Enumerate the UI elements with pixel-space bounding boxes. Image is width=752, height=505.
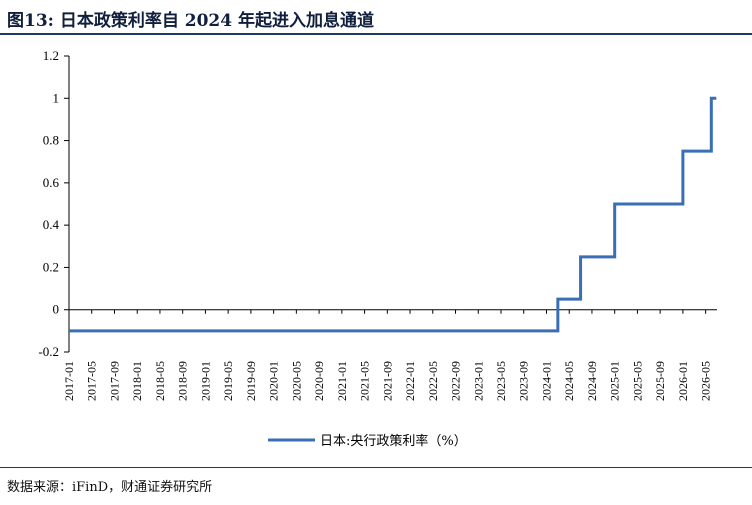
x-tick-label: 2023-01 [471, 361, 485, 401]
x-tick-label: 2023-05 [494, 361, 508, 401]
x-tick-label: 2024-09 [585, 361, 599, 401]
y-tick-label: 0.8 [43, 133, 59, 148]
x-tick-label: 2019-01 [198, 361, 212, 401]
x-tick-label: 2018-05 [153, 361, 167, 401]
x-tick-label: 2024-05 [562, 361, 576, 401]
x-tick-label: 2025-05 [630, 361, 644, 401]
x-tick-label: 2020-01 [267, 361, 281, 401]
source-note: 数据来源：iFinD，财通证券研究所 [7, 480, 213, 495]
x-tick-label: 2021-09 [380, 361, 394, 401]
x-tick-label: 2018-09 [176, 361, 190, 401]
footer-rule [0, 467, 752, 468]
y-tick-label: 0.4 [43, 217, 60, 232]
figure-header: 图13: 日本政策利率自 2024 年起进入加息通道 [0, 0, 752, 36]
x-tick-label: 2019-05 [221, 361, 235, 401]
x-tick-label: 2020-05 [289, 361, 303, 401]
x-tick-label: 2018-01 [130, 361, 144, 401]
y-tick-label: -0.2 [38, 344, 59, 359]
x-tick-label: 2026-01 [676, 361, 690, 401]
y-tick-label: 0.2 [43, 259, 59, 274]
x-tick-label: 2017-09 [107, 361, 121, 401]
x-tick-label: 2024-01 [539, 361, 553, 401]
x-tick-label: 2017-05 [85, 361, 99, 401]
figure-title: 图13: 日本政策利率自 2024 年起进入加息通道 [7, 11, 375, 31]
x-tick-label: 2019-09 [244, 361, 258, 401]
x-tick-label: 2026-05 [699, 361, 713, 401]
y-tick-label: 1 [53, 90, 60, 105]
x-tick-label: 2022-01 [403, 361, 417, 401]
legend-label: 日本:央行政策利率（%） [320, 433, 467, 449]
x-tick-label: 2022-05 [426, 361, 440, 401]
y-tick-label: 0.6 [43, 175, 60, 190]
y-tick-label: 0 [53, 302, 60, 317]
x-tick-label: 2020-09 [312, 361, 326, 401]
x-tick-label: 2021-05 [358, 361, 372, 401]
x-tick-label: 2022-09 [449, 361, 463, 401]
series-line-policy-rate [69, 96, 717, 333]
header-rule [0, 33, 752, 35]
x-tick-label: 2023-09 [517, 361, 531, 401]
x-tick-label: 2021-01 [335, 361, 349, 401]
x-tick-label: 2017-01 [62, 361, 76, 401]
x-tick-label: 2025-09 [653, 361, 667, 401]
y-tick-label: 1.2 [43, 48, 59, 63]
x-tick-label: 2025-01 [608, 361, 622, 401]
